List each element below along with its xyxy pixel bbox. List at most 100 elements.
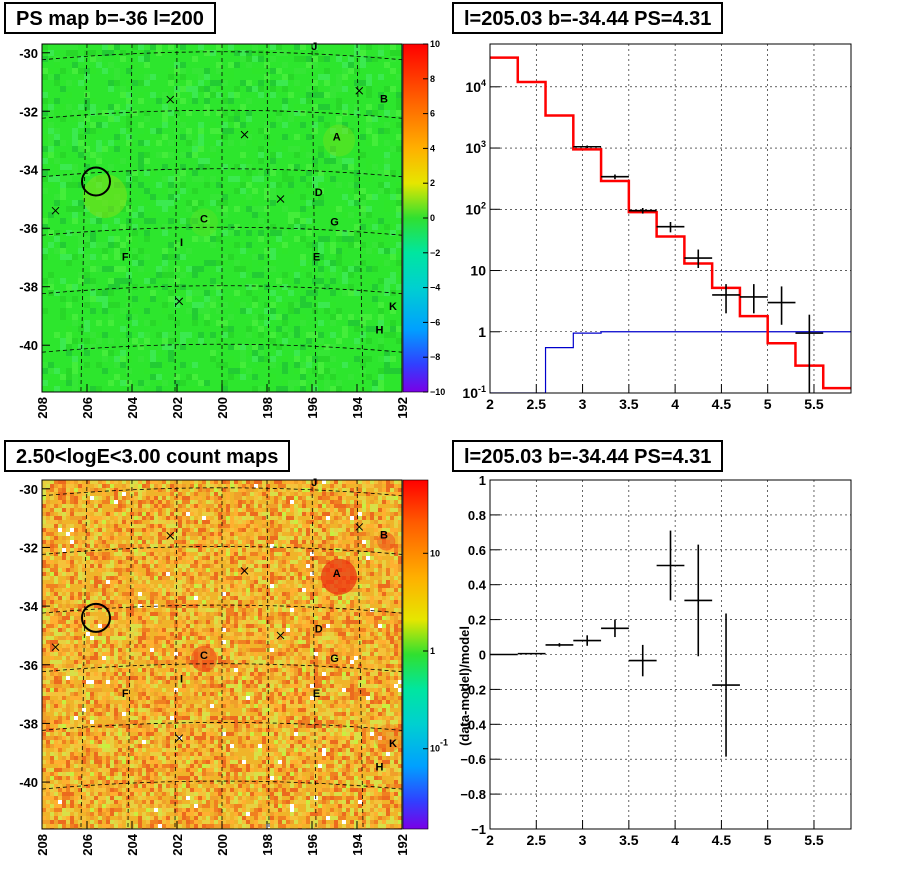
map-pixel	[266, 596, 270, 600]
map-pixel	[192, 176, 198, 182]
map-pixel	[326, 648, 330, 652]
map-pixel	[178, 640, 182, 644]
map-pixel	[246, 134, 252, 140]
map-pixel	[58, 636, 62, 640]
map-pixel	[46, 536, 50, 540]
map-pixel	[250, 504, 254, 508]
map-pixel	[94, 536, 98, 540]
map-pixel	[398, 532, 402, 536]
map-pixel	[70, 492, 74, 496]
map-pixel	[238, 612, 242, 616]
map-pixel	[94, 540, 98, 544]
map-pixel	[252, 68, 258, 74]
map-pixel	[310, 484, 314, 488]
map-pixel	[302, 528, 306, 532]
map-pixel	[274, 540, 278, 544]
map-pixel	[132, 62, 138, 68]
map-pixel	[122, 560, 126, 564]
map-pixel	[228, 74, 234, 80]
map-pixel	[330, 272, 336, 278]
map-pixel	[350, 556, 354, 560]
map-pixel	[146, 548, 150, 552]
map-pixel	[386, 600, 390, 604]
map-pixel	[54, 628, 58, 632]
map-pixel	[180, 68, 186, 74]
map-pixel	[250, 552, 254, 556]
map-pixel	[234, 632, 238, 636]
map-pixel	[58, 596, 62, 600]
map-pixel	[158, 640, 162, 644]
map-pixel	[138, 92, 144, 98]
map-pixel	[378, 656, 382, 660]
map-pixel	[270, 512, 274, 516]
map-pixel	[90, 266, 96, 272]
map-pixel	[342, 620, 346, 624]
map-pixel	[242, 664, 246, 668]
map-pixel	[144, 236, 150, 242]
map-pixel	[354, 104, 360, 110]
map-pixel	[398, 504, 402, 508]
map-pixel	[198, 532, 202, 536]
map-pixel	[72, 200, 78, 206]
map-pixel	[378, 308, 384, 314]
map-pixel	[216, 206, 222, 212]
map-pixel	[360, 188, 366, 194]
map-pixel	[142, 504, 146, 508]
map-pixel	[78, 480, 82, 484]
map-pixel	[230, 520, 234, 524]
map-pixel	[298, 508, 302, 512]
map-pixel	[274, 564, 278, 568]
map-pixel	[238, 588, 242, 592]
map-pixel	[42, 528, 46, 532]
map-pixel	[144, 152, 150, 158]
map-pixel	[384, 368, 390, 374]
map-pixel	[270, 188, 276, 194]
map-pixel	[50, 612, 54, 616]
map-pixel	[178, 588, 182, 592]
map-pixel	[330, 92, 336, 98]
map-pixel	[282, 508, 286, 512]
map-pixel	[190, 588, 194, 592]
map-pixel	[46, 628, 50, 632]
map-pixel	[226, 508, 230, 512]
map-pixel	[114, 242, 120, 248]
map-pixel	[50, 516, 54, 520]
map-pixel	[354, 62, 360, 68]
map-pixel	[214, 520, 218, 524]
map-pixel	[66, 636, 70, 640]
map-pixel	[398, 592, 402, 596]
map-pixel	[334, 644, 338, 648]
map-pixel	[58, 604, 62, 608]
map-pixel	[390, 500, 394, 504]
map-pixel	[382, 640, 386, 644]
map-pixel	[266, 572, 270, 576]
map-pixel	[122, 528, 126, 532]
map-pixel	[42, 576, 46, 580]
map-pixel	[254, 548, 258, 552]
map-pixel	[318, 644, 322, 648]
map-pixel	[282, 170, 288, 176]
map-pixel	[384, 122, 390, 128]
map-pixel	[142, 620, 146, 624]
map-pixel	[186, 604, 190, 608]
map-pixel	[206, 488, 210, 492]
map-pixel	[150, 496, 154, 500]
map-pixel	[346, 604, 350, 608]
map-pixel	[192, 308, 198, 314]
map-pixel	[66, 492, 70, 496]
map-pixel	[270, 652, 274, 656]
map-pixel	[154, 588, 158, 592]
map-pixel	[162, 164, 168, 170]
map-pixel	[258, 576, 262, 580]
map-pixel	[326, 512, 330, 516]
map-pixel	[168, 338, 174, 344]
map-pixel	[390, 508, 394, 512]
map-pixel	[78, 278, 84, 284]
map-pixel	[60, 68, 66, 74]
map-pixel	[130, 652, 134, 656]
map-pixel	[170, 592, 174, 596]
map-pixel	[342, 664, 346, 668]
map-pixel	[390, 374, 396, 380]
map-pixel	[90, 624, 94, 628]
